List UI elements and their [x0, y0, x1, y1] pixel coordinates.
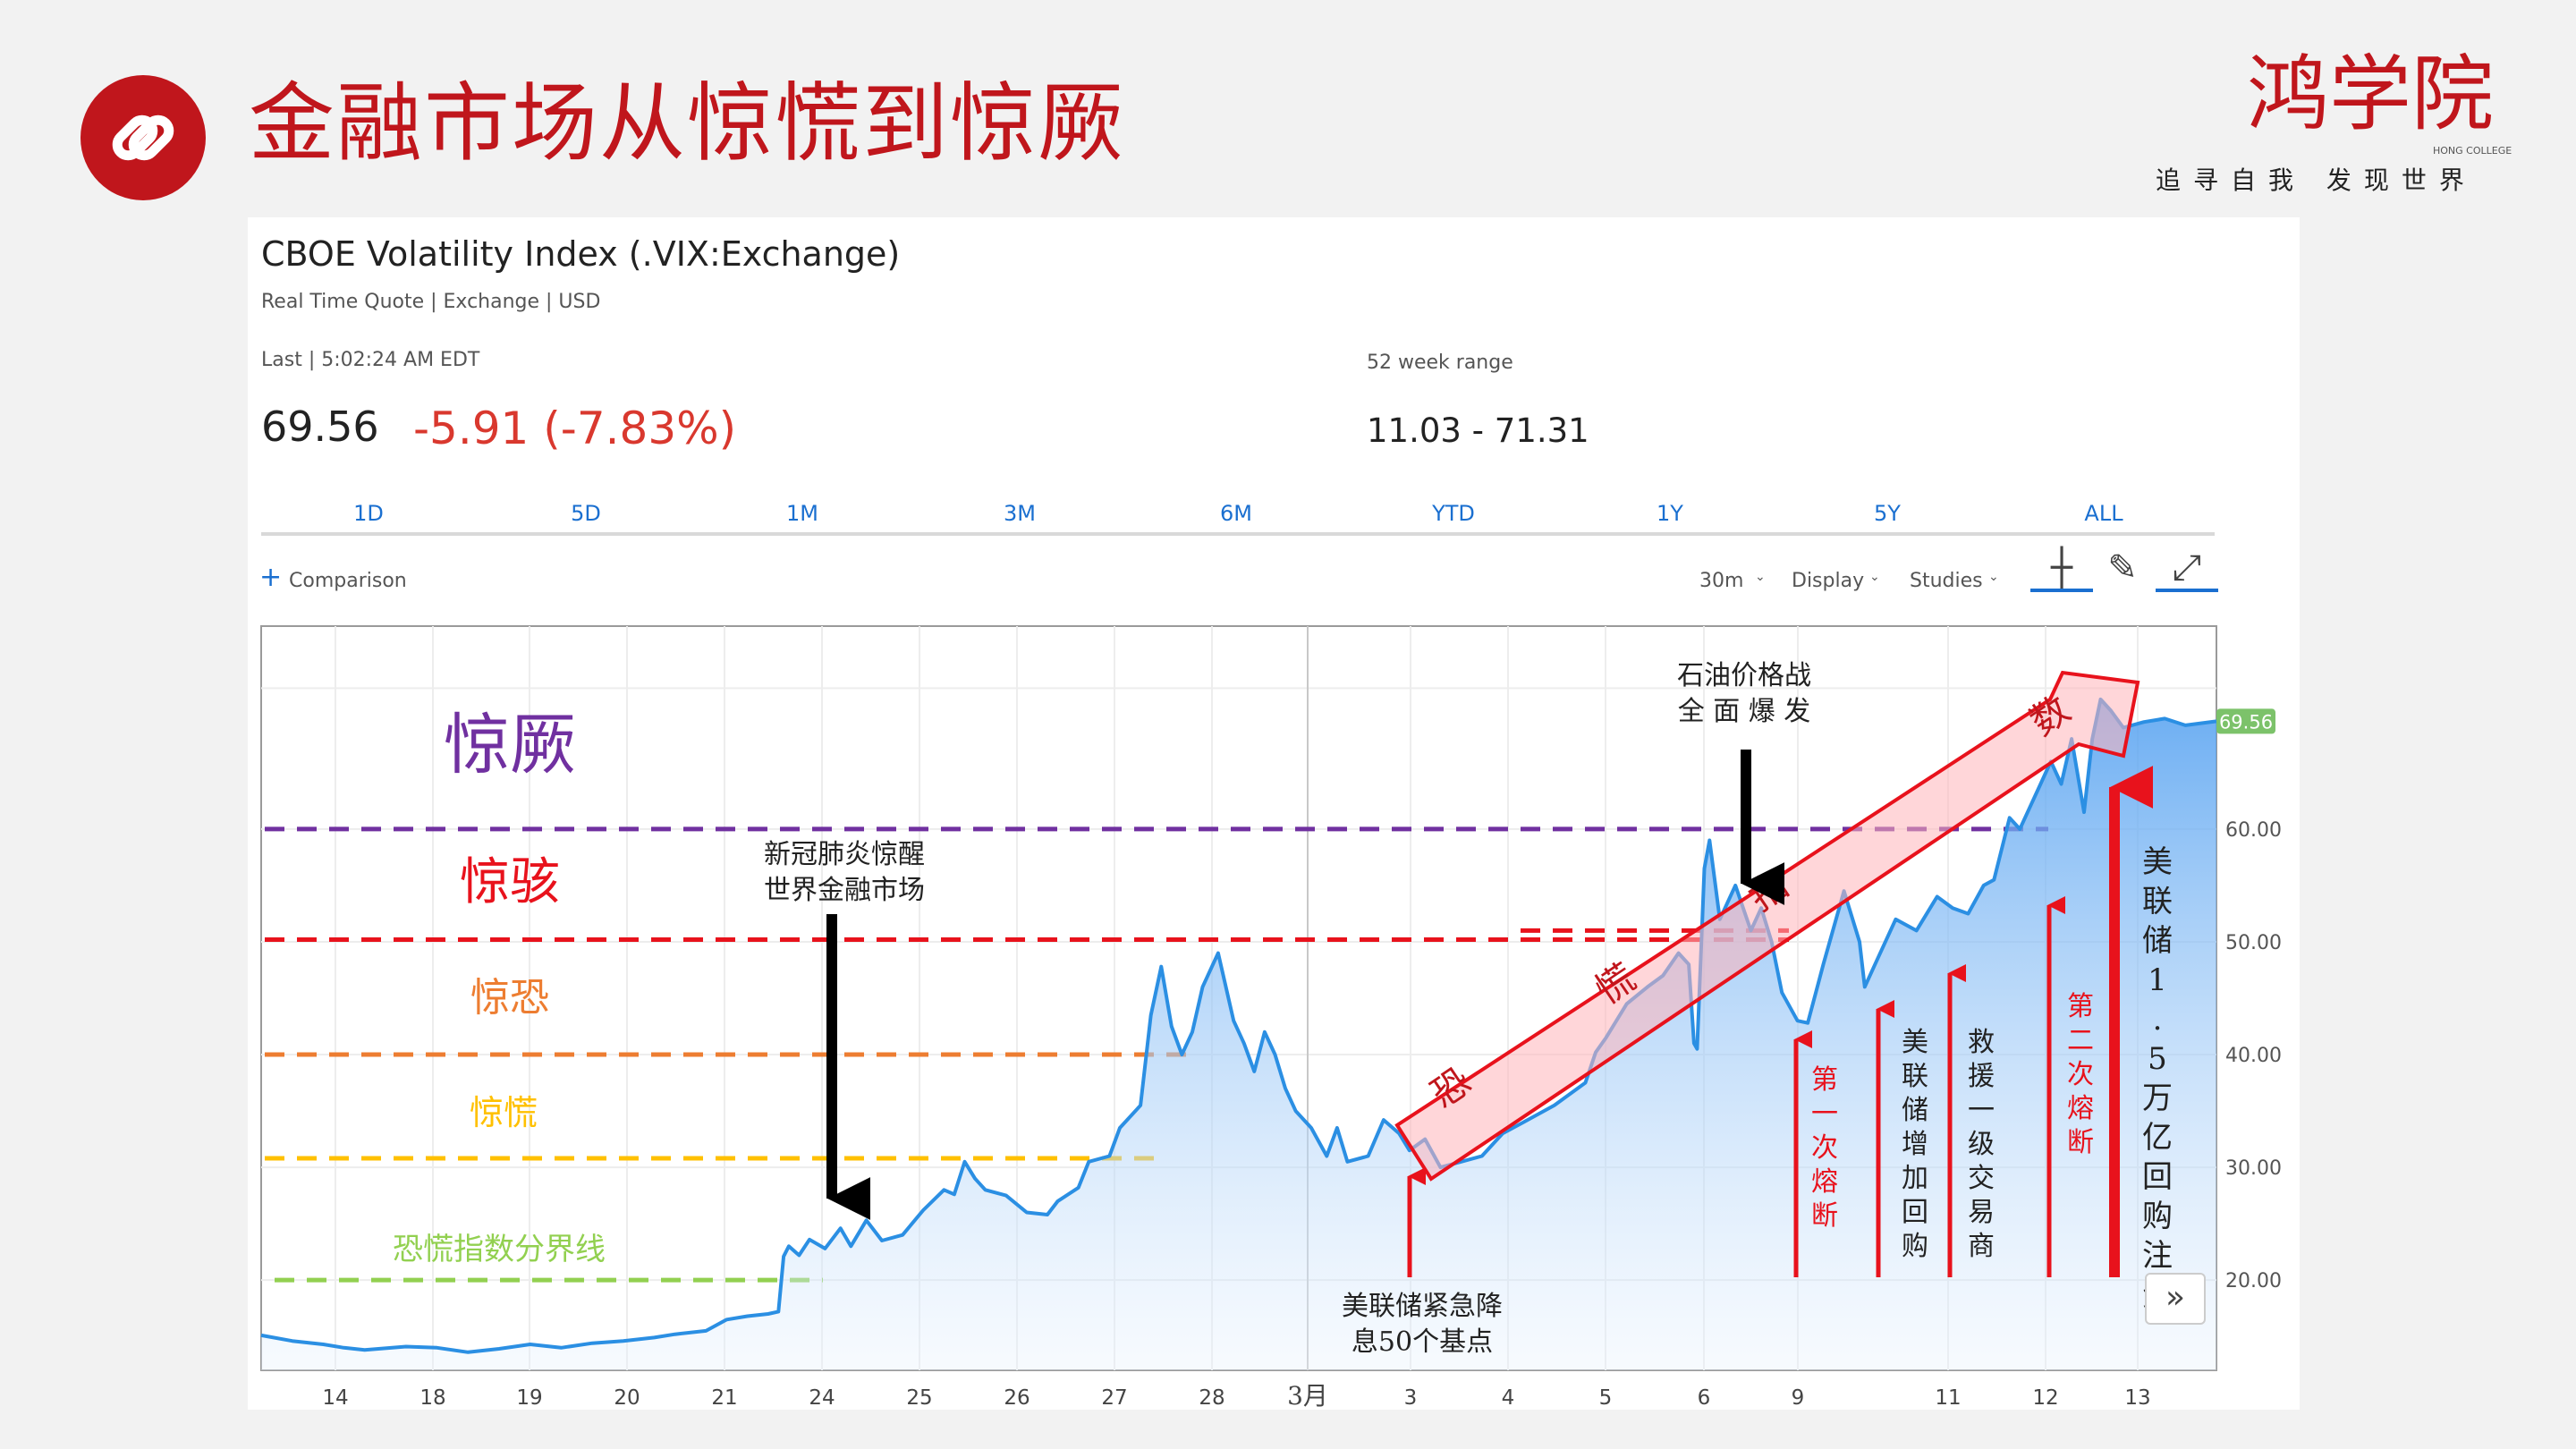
zone-label: 惊恐: [470, 975, 549, 1021]
tab-1d[interactable]: 1D: [353, 501, 384, 526]
x-tick-label: 25: [906, 1386, 932, 1410]
x-tick-label: 12: [2032, 1386, 2058, 1410]
breaker1-annotation: 第一次熔断: [1811, 1064, 1838, 1232]
oil-war-annotation: 石油价格战全 面 爆 发: [1677, 660, 1811, 727]
covid-annotation: 新冠肺炎惊醒世界金融市场: [764, 839, 925, 906]
zone-label: 惊厥: [444, 707, 576, 784]
x-tick-label: 3: [1404, 1386, 1418, 1410]
tab-1m[interactable]: 1M: [786, 501, 818, 526]
x-tick-label: 5: [1599, 1386, 1613, 1410]
dealers-annotation: 救援一级交易商: [1968, 1027, 1995, 1262]
interval-select[interactable]: 30m: [1699, 570, 1744, 592]
fed-rate-cut-annotation: 美联储紧急降息50个基点: [1342, 1291, 1503, 1358]
x-tick-label: 19: [516, 1386, 542, 1410]
change-value: -5.91 (-7.83%): [413, 402, 737, 454]
quote-subtitle: Real Time Quote | Exchange | USD: [261, 291, 601, 313]
y-tick-label: 60.00: [2225, 819, 2282, 842]
tab-ytd[interactable]: YTD: [1432, 501, 1475, 526]
tab-5y[interactable]: 5Y: [1874, 501, 1901, 526]
college-logo: 鸿学院: [2247, 47, 2495, 142]
tab-3m[interactable]: 3M: [1004, 501, 1036, 526]
logo-english: HONG COLLEGE: [2433, 145, 2512, 157]
repo-annotation: 美联储增加回购: [1902, 1027, 1928, 1262]
chevron-down-icon: ⌄: [1988, 570, 1999, 584]
y-tick-label: 20.00: [2225, 1270, 2282, 1292]
chevron-down-icon: ⌄: [1869, 570, 1880, 584]
quote-title: CBOE Volatility Index (.VIX:Exchange): [261, 234, 901, 274]
x-tick-label: 21: [711, 1386, 737, 1410]
last-label: Last | 5:02:24 AM EDT: [261, 349, 480, 371]
x-tick-label: 4: [1502, 1386, 1515, 1410]
zone-label: 惊骇: [460, 853, 560, 911]
chevron-down-icon: ⌄: [1755, 570, 1766, 584]
logo-slogan: 追寻自我 发现世界: [2156, 165, 2477, 195]
x-tick-label: 11: [1935, 1386, 1961, 1410]
double-chevron-right-icon[interactable]: »: [2145, 1273, 2206, 1325]
last-value: 69.56: [261, 402, 379, 451]
comparison-button[interactable]: Comparison: [289, 570, 407, 592]
x-tick-label: 24: [809, 1386, 835, 1410]
zone-label: 恐慌指数分界线: [393, 1232, 606, 1267]
range-value: 11.03 - 71.31: [1367, 411, 1589, 450]
x-tick-label: 14: [322, 1386, 348, 1410]
slide-title: 金融市场从惊慌到惊厥: [249, 73, 1125, 174]
tab-6m[interactable]: 6M: [1220, 501, 1252, 526]
x-tick-label: 20: [614, 1386, 640, 1410]
last-price-label: 69.56: [2219, 711, 2273, 733]
plus-icon[interactable]: +: [259, 562, 283, 593]
zone-label: 惊慌: [470, 1093, 538, 1132]
y-tick-label: 40.00: [2225, 1045, 2282, 1067]
x-tick-label: 18: [419, 1386, 445, 1410]
vix-line: [260, 697, 2217, 1354]
x-tick-label: 13: [2124, 1386, 2150, 1410]
tab-all[interactable]: ALL: [2084, 501, 2123, 526]
pencil-icon[interactable]: ✎: [2107, 547, 2138, 589]
x-tick-label: 26: [1004, 1386, 1030, 1410]
last-price-tag: [2216, 708, 2275, 734]
link-icon: [80, 75, 206, 200]
x-tick-label: 9: [1792, 1386, 1805, 1410]
x-tick-label: 3月: [1287, 1381, 1328, 1411]
trend-arrow: [1394, 670, 2140, 1182]
breaker2-annotation: 第二次熔断: [2067, 991, 2094, 1158]
y-tick-label: 50.00: [2225, 932, 2282, 954]
x-tick-label: 27: [1101, 1386, 1127, 1410]
range-label: 52 week range: [1367, 352, 1513, 374]
x-tick-label: 28: [1199, 1386, 1224, 1410]
tab-5d[interactable]: 5D: [571, 501, 601, 526]
expand-icon[interactable]: ⤢: [2156, 547, 2218, 592]
tab-1y[interactable]: 1Y: [1657, 501, 1683, 526]
studies-menu[interactable]: Studies: [1910, 570, 1983, 592]
crosshair-icon[interactable]: ┼: [2030, 547, 2093, 592]
display-menu[interactable]: Display: [1792, 570, 1865, 592]
y-tick-label: 30.00: [2225, 1157, 2282, 1180]
x-tick-label: 6: [1698, 1386, 1711, 1410]
tab-underline: [261, 532, 2215, 536]
